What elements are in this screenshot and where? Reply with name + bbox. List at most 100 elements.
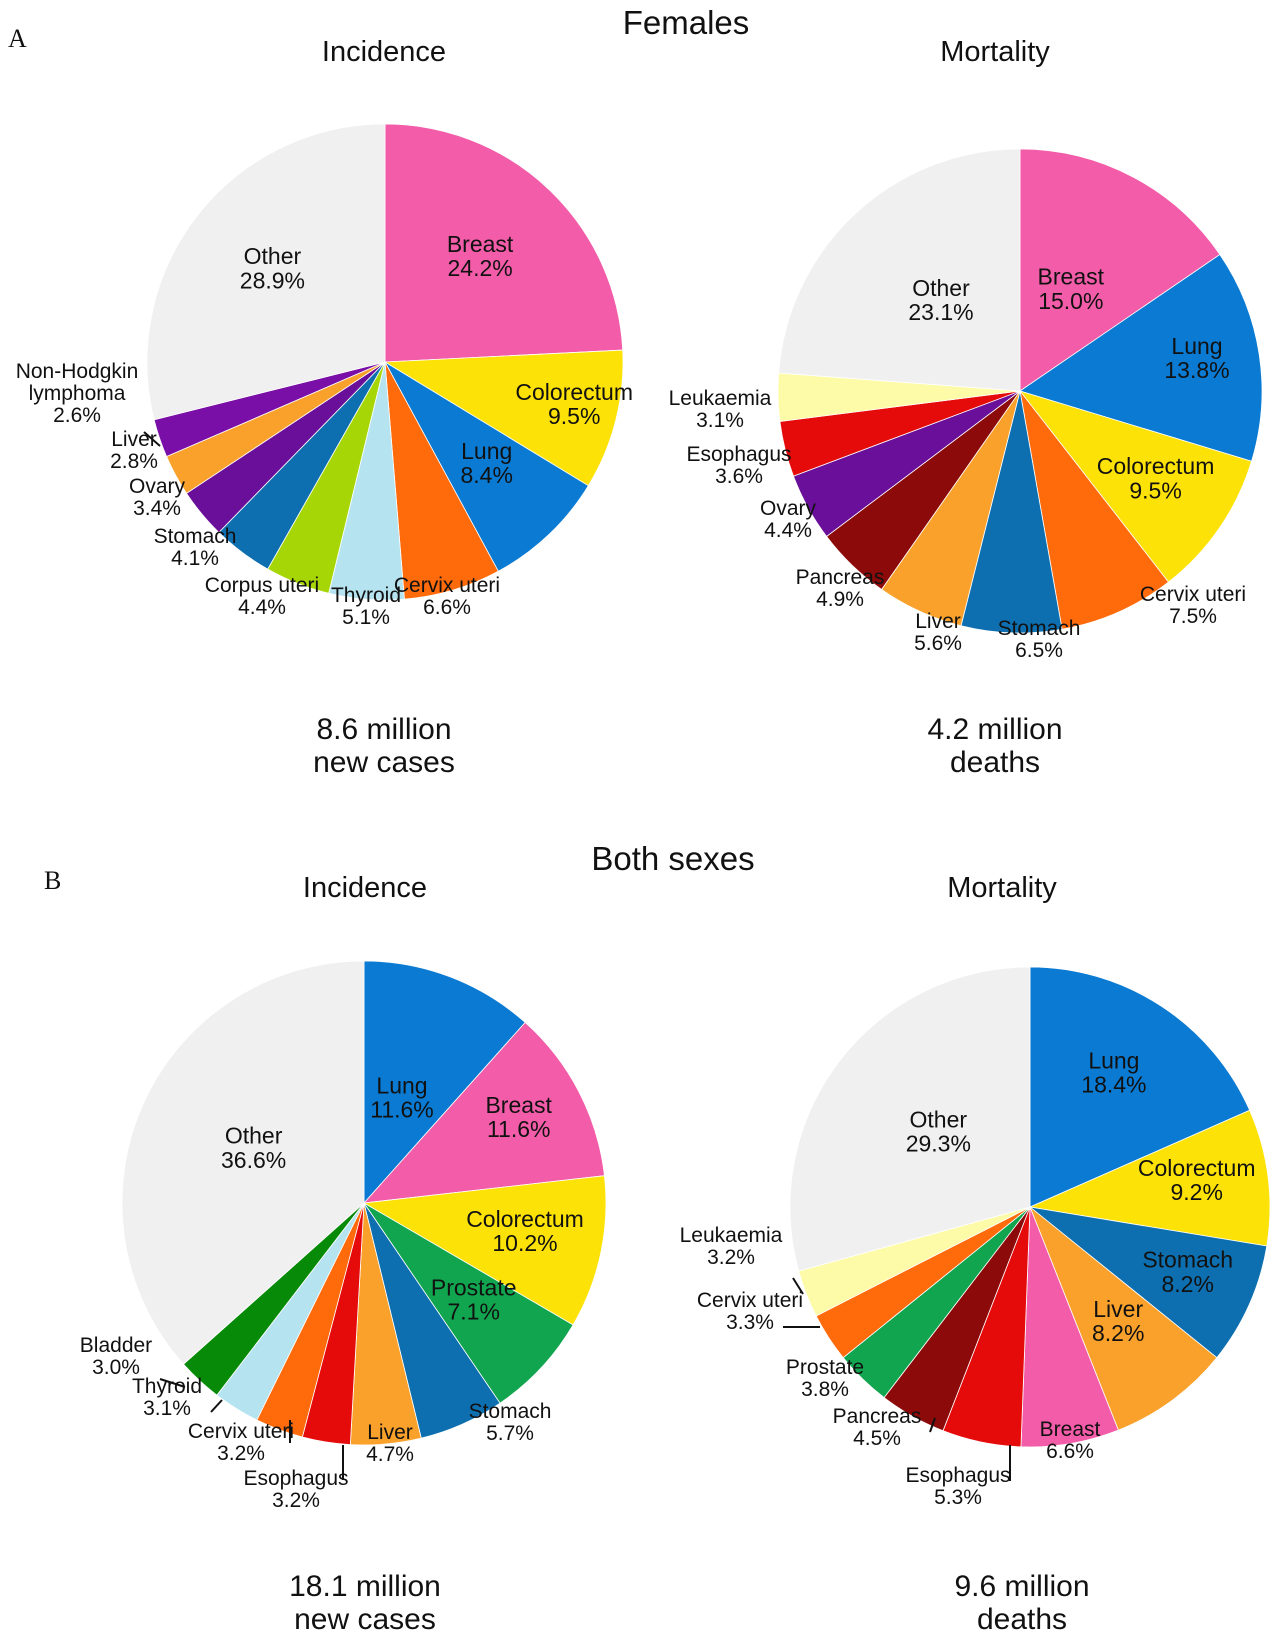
slice-lung [363, 960, 526, 1205]
slice-breast [384, 123, 624, 363]
slice-value-cervix-uteri: 7.5% [1169, 605, 1217, 628]
slice-label-lung: Lung 8.4% [460, 438, 512, 488]
panel-b-title: Both sexes [591, 840, 755, 877]
slice-colorectum [383, 349, 624, 487]
slice-liver [1029, 1205, 1218, 1431]
slice-value-corpus-uteri: 4.4% [238, 596, 286, 619]
slice-value-stomach: 6.5% [1015, 639, 1063, 662]
slice-label-stomach: Stomach 4.1% [154, 525, 237, 570]
slice-value-thyroid: 3.1% [143, 1397, 191, 1420]
slice-colorectum [1028, 1109, 1271, 1247]
slice-label-esophagus: Esophagus 5.3% [905, 1464, 1010, 1509]
slice-label-esophagus: Esophagus 3.6% [686, 443, 791, 488]
chart-a2-footer: 4.2 million deaths [835, 713, 1155, 779]
slice-lung [1029, 966, 1251, 1208]
slice-value-cervix-uteri: 6.6% [423, 596, 471, 619]
slice-label-breast: Breast 15.0% [1038, 264, 1105, 314]
chart-a1-footer-line2: new cases [313, 746, 455, 779]
leader-line-pancreas [929, 1417, 936, 1433]
slice-label-thyroid: Thyroid 3.1% [132, 1375, 202, 1420]
slice-label-breast: Breast 11.6% [485, 1092, 552, 1142]
slice-lung [383, 360, 589, 572]
slice-value-lung: 18.4% [1081, 1072, 1146, 1098]
slice-label-stomach: Stomach 8.2% [1142, 1247, 1233, 1297]
slice-value-non-hodgkin-lymphoma: 2.6% [53, 404, 101, 427]
slice-value-stomach: 4.1% [171, 547, 219, 570]
slice-label-colorectum: Colorectum 9.5% [1097, 453, 1215, 503]
slice-value-pancreas: 4.9% [816, 588, 864, 611]
chart-a2-footer-line2: deaths [949, 746, 1041, 779]
slice-value-colorectum: 9.2% [1170, 1179, 1222, 1205]
slice-value-breast: 11.6% [487, 1116, 551, 1142]
slice-value-prostate: 3.8% [801, 1378, 849, 1401]
slice-value-lung: 8.4% [460, 462, 512, 488]
slice-lung [1019, 253, 1263, 462]
panel-a-letter: A [8, 24, 27, 53]
chart-a2-title: Mortality [940, 36, 1050, 68]
chart-a2-footer-line1: 4.2 million [927, 713, 1063, 746]
slice-cervix-uteri [1019, 390, 1170, 630]
slice-value-liver: 2.8% [110, 450, 158, 473]
slice-label-lung: Lung 18.4% [1081, 1047, 1146, 1097]
slice-other [778, 148, 1021, 392]
slice-label-colorectum: Colorectum 9.2% [1138, 1155, 1256, 1205]
chart-b2-title: Mortality [947, 872, 1057, 904]
chart-b1-title: Incidence [302, 872, 428, 904]
slice-value-stomach: 8.2% [1161, 1271, 1213, 1297]
slice-value-cervix-uteri: 3.3% [726, 1311, 774, 1334]
slice-label-liver: Liver 5.6% [914, 610, 962, 655]
slice-label-cervix-uteri: Cervix uteri 7.5% [1140, 583, 1246, 628]
chart-b1-footer: 18.1 million new cases [205, 1570, 525, 1636]
leader-line-leukaemia [792, 1277, 804, 1295]
slice-value-liver: 5.6% [914, 632, 962, 655]
slice-colorectum [362, 1175, 607, 1326]
slice-other [121, 960, 365, 1365]
slice-value-other: 28.9% [240, 267, 305, 293]
slice-other [789, 966, 1031, 1272]
panel-a-title: Females [622, 4, 750, 41]
slice-label-pancreas: Pancreas 4.5% [833, 1405, 922, 1450]
slice-value-liver: 4.7% [366, 1443, 414, 1466]
leader-line-non-hodgkin-lymphoma [143, 431, 161, 447]
slice-value-colorectum: 9.5% [548, 403, 600, 429]
chart-a1-footer: 8.6 million new cases [224, 713, 544, 779]
slice-breast [363, 1021, 605, 1204]
slice-value-bladder: 3.0% [92, 1356, 140, 1379]
slice-label-lung: Lung 11.6% [370, 1073, 434, 1123]
slice-label-cervix-uteri: Cervix uteri 3.3% [697, 1289, 803, 1334]
slice-value-lung: 13.8% [1164, 357, 1229, 383]
slice-value-breast: 24.2% [447, 255, 512, 281]
slice-label-prostate: Prostate 3.8% [786, 1356, 864, 1401]
slice-label-other: Other 29.3% [906, 1106, 971, 1156]
slice-value-pancreas: 4.5% [853, 1427, 901, 1450]
slice-value-cervix-uteri: 3.2% [217, 1442, 265, 1465]
slice-value-other: 29.3% [906, 1130, 971, 1156]
chart-b2-footer-line2: deaths [976, 1603, 1068, 1636]
slice-label-corpus-uteri: Corpus uteri 4.4% [205, 574, 319, 619]
slice-label-pancreas: Pancreas 4.9% [796, 566, 885, 611]
slice-label-cervix-uteri: Cervix uteri 3.2% [188, 1420, 294, 1465]
slice-label-leukaemia: Leukaemia 3.2% [680, 1224, 783, 1269]
slice-value-thyroid: 5.1% [342, 606, 390, 629]
chart-b1-footer-line1: 18.1 million [289, 1570, 441, 1603]
slice-label-breast: Breast 6.6% [1040, 1418, 1101, 1463]
slice-label-other: Other 28.9% [240, 243, 305, 293]
slice-label-ovary: Ovary 3.4% [129, 475, 186, 520]
slice-value-leukaemia: 3.1% [696, 409, 744, 432]
slice-value-liver: 8.2% [1092, 1320, 1144, 1346]
slice-value-prostate: 7.1% [447, 1299, 499, 1325]
slice-label-thyroid: Thyroid 5.1% [331, 584, 401, 629]
slice-label-ovary: Ovary 4.4% [760, 497, 817, 542]
slice-value-esophagus: 3.2% [272, 1489, 320, 1512]
slice-value-esophagus: 5.3% [934, 1486, 982, 1509]
slice-label-lung: Lung 13.8% [1164, 333, 1229, 383]
leader-line-thyroid [210, 1399, 223, 1413]
slice-label-stomach: Stomach 5.7% [469, 1400, 552, 1445]
leader-line-bladder [159, 1378, 186, 1388]
chart-b2-footer-line1: 9.6 million [954, 1570, 1090, 1603]
slice-prostate [363, 1202, 574, 1404]
slice-value-esophagus: 3.6% [715, 465, 763, 488]
